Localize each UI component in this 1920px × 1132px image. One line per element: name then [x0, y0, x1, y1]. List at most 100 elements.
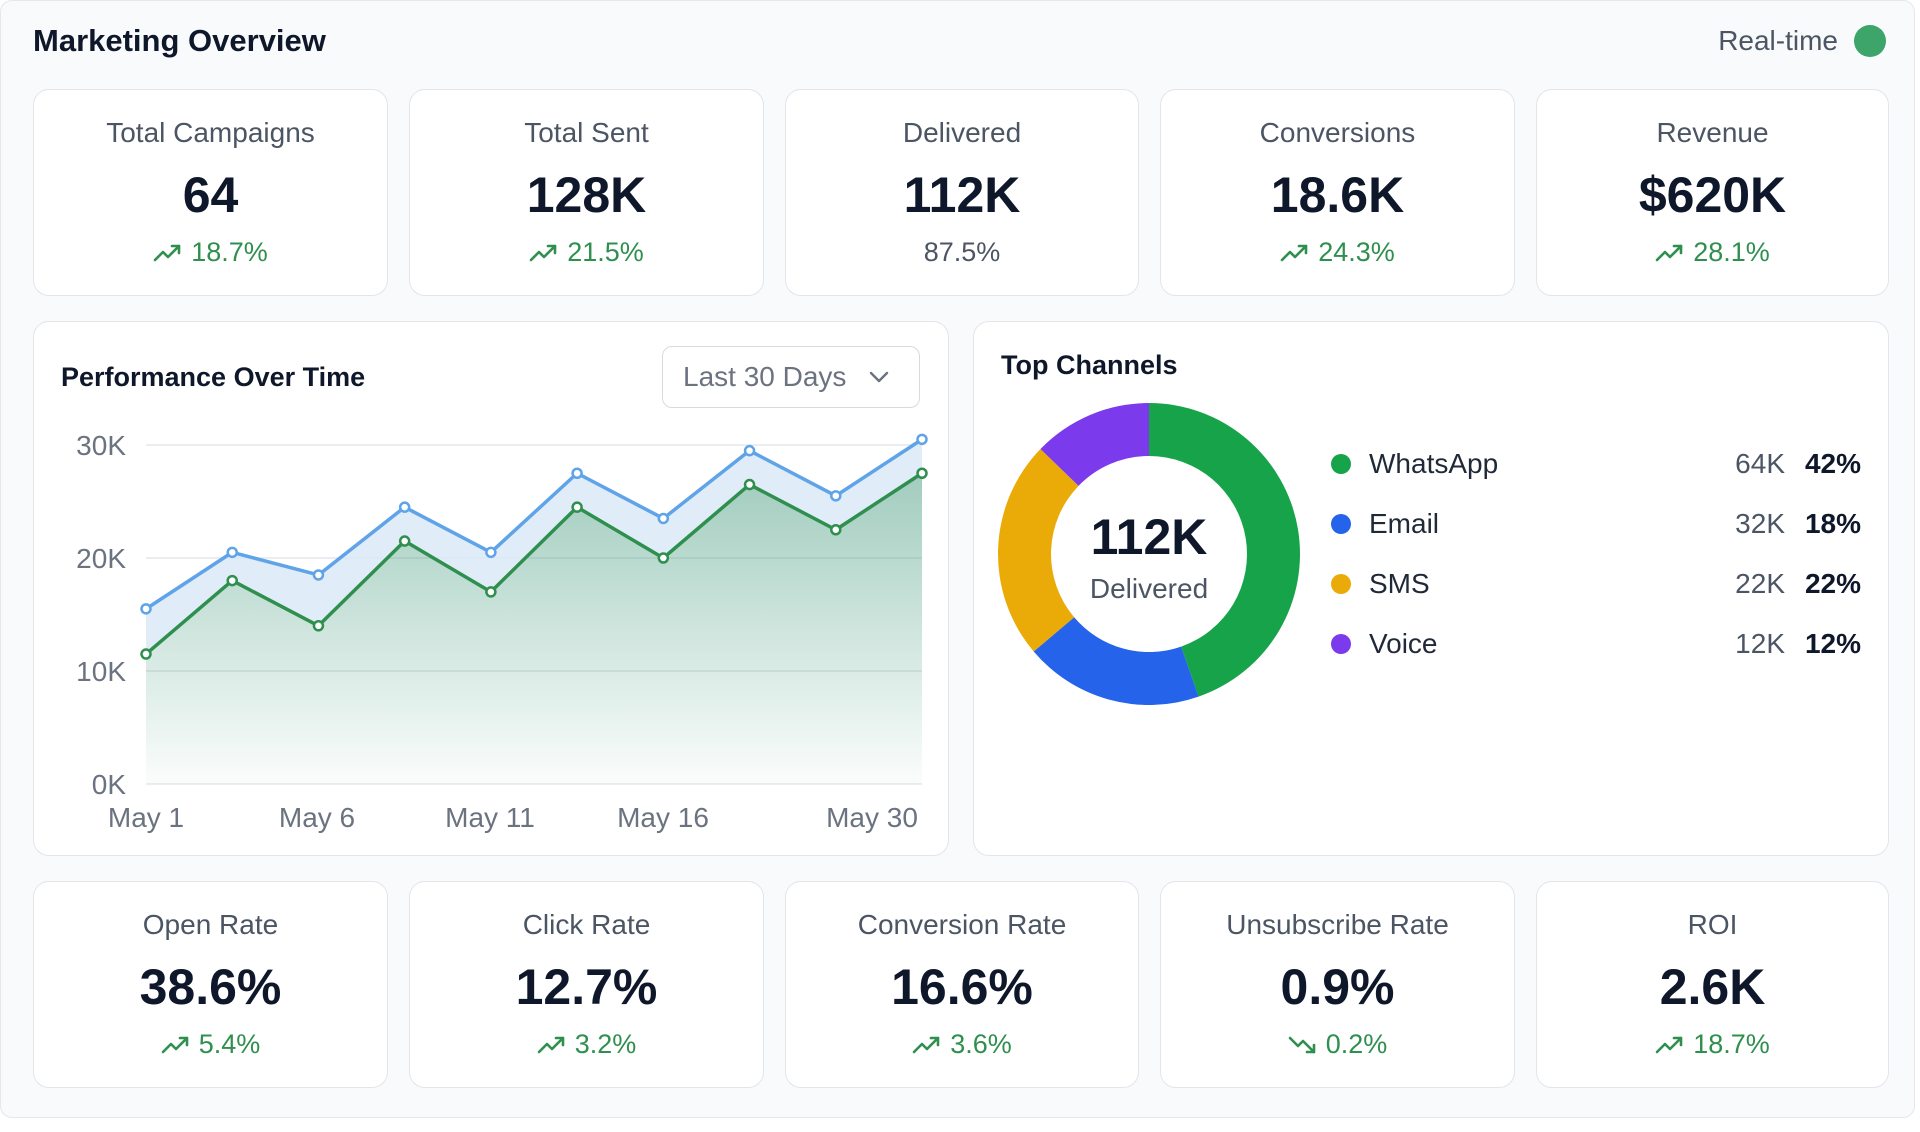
- legend-name: Voice: [1369, 628, 1438, 659]
- data-point[interactable]: [743, 478, 756, 491]
- kpi-label: Unsubscribe Rate: [1226, 909, 1449, 940]
- realtime-label: Real-time: [1718, 25, 1838, 56]
- legend-dot-icon: [1331, 454, 1351, 474]
- legend-dot-icon: [1331, 634, 1351, 654]
- kpi-delta-value: 18.7%: [1693, 1029, 1770, 1059]
- kpi-label: ROI: [1687, 909, 1738, 940]
- kpi-card-unsubscribe-rate[interactable]: Unsubscribe Rate 0.9% 0.2%: [1160, 881, 1515, 1088]
- kpi-delta: 5.4%: [34, 1029, 387, 1060]
- legend-item-sms[interactable]: SMS 22K 22%: [1331, 564, 1861, 604]
- legend-item-voice[interactable]: Voice 12K 12%: [1331, 624, 1861, 664]
- y-tick-label: 20K: [76, 543, 126, 574]
- kpi-delta-value: 24.3%: [1318, 237, 1395, 267]
- kpi-value: $620K: [1638, 167, 1787, 223]
- kpi-delta-value: 87.5%: [923, 237, 1001, 267]
- kpi-card-total-sent[interactable]: Total Sent 128K 21.5%: [409, 89, 764, 296]
- data-point[interactable]: [398, 501, 411, 513]
- kpi-delta: 0.2%: [1161, 1029, 1514, 1060]
- kpi-card-total-campaigns[interactable]: Total Campaigns 64 18.7%: [33, 89, 388, 296]
- legend-name: WhatsApp: [1369, 448, 1499, 479]
- data-point[interactable]: [485, 586, 497, 598]
- data-point[interactable]: [657, 512, 670, 525]
- kpi-delta-value: 5.4%: [198, 1029, 261, 1059]
- data-point[interactable]: [226, 574, 238, 587]
- kpi-card-revenue[interactable]: Revenue $620K 28.1%: [1536, 89, 1889, 296]
- kpi-label: Conversions: [1259, 117, 1416, 148]
- legend-item-email[interactable]: Email 32K 18%: [1331, 504, 1861, 544]
- data-point[interactable]: [571, 501, 583, 513]
- legend-dot-icon: [1331, 574, 1351, 594]
- x-tick-label: May 6: [279, 802, 355, 833]
- performance-title: Performance Over Time: [61, 362, 366, 392]
- channels-donut-chart: [998, 403, 1300, 705]
- y-tick-label: 0K: [92, 769, 127, 800]
- trend-up-icon: [161, 1036, 189, 1053]
- series-area: [146, 473, 922, 784]
- live-status-dot-icon: [1854, 25, 1886, 57]
- kpi-card-open-rate[interactable]: Open Rate 38.6% 5.4%: [33, 881, 388, 1088]
- donut-slice-email[interactable]: [1033, 617, 1199, 705]
- kpi-delta-value: 18.7%: [191, 237, 268, 267]
- kpi-value: 18.6K: [1270, 167, 1405, 223]
- kpi-delta-value: 3.6%: [950, 1029, 1012, 1059]
- kpi-value: 0.9%: [1280, 959, 1395, 1015]
- legend-count: 12K: [1735, 628, 1785, 659]
- kpi-label: Delivered: [902, 117, 1022, 148]
- data-point[interactable]: [916, 433, 928, 446]
- y-tick-label: 10K: [76, 656, 126, 687]
- kpi-card-conversion-rate[interactable]: Conversion Rate 16.6% 3.6%: [785, 881, 1139, 1088]
- trend-up-icon: [529, 244, 557, 261]
- legend-count: 64K: [1735, 448, 1785, 479]
- donut-slice-sms[interactable]: [998, 449, 1079, 652]
- kpi-delta: 3.6%: [786, 1029, 1138, 1060]
- data-point[interactable]: [226, 546, 238, 559]
- x-tick-label: May 16: [617, 802, 709, 833]
- x-tick-label: May 11: [445, 802, 535, 833]
- kpi-value: 112K: [903, 167, 1021, 223]
- legend-name: SMS: [1369, 568, 1430, 599]
- kpi-card-delivered[interactable]: Delivered 112K 87.5%: [785, 89, 1139, 296]
- data-point[interactable]: [312, 620, 325, 632]
- data-point[interactable]: [830, 524, 842, 536]
- legend-pct: 42%: [1804, 448, 1861, 479]
- trend-down-icon: [1288, 1036, 1316, 1053]
- realtime-indicator[interactable]: Real-time: [1718, 25, 1886, 57]
- kpi-delta-value: 28.1%: [1693, 237, 1770, 267]
- data-point[interactable]: [140, 648, 152, 660]
- legend-count: 22K: [1735, 568, 1785, 599]
- kpi-value: 2.6K: [1659, 959, 1766, 1015]
- donut-slice-voice[interactable]: [1040, 403, 1149, 486]
- data-point[interactable]: [830, 490, 842, 502]
- legend-item-whatsapp[interactable]: WhatsApp 64K 42%: [1331, 444, 1861, 484]
- kpi-card-conversions[interactable]: Conversions 18.6K 24.3%: [1160, 89, 1515, 296]
- donut-slice-whatsapp[interactable]: [1149, 403, 1300, 697]
- data-point[interactable]: [485, 546, 497, 559]
- data-point[interactable]: [140, 603, 152, 615]
- kpi-card-click-rate[interactable]: Click Rate 12.7% 3.2%: [409, 881, 764, 1088]
- kpi-delta: 28.1%: [1537, 237, 1888, 268]
- data-point[interactable]: [398, 535, 411, 547]
- kpi-value: 12.7%: [515, 959, 658, 1015]
- data-point[interactable]: [312, 569, 325, 581]
- legend-name: Email: [1369, 508, 1440, 539]
- y-tick-label: 30K: [76, 430, 126, 461]
- kpi-delta: 18.7%: [1537, 1029, 1888, 1060]
- series-line-1: [144, 471, 923, 656]
- date-range-selected: Last 30 Days: [683, 361, 847, 392]
- data-point[interactable]: [657, 552, 670, 564]
- data-point[interactable]: [743, 444, 756, 457]
- data-point[interactable]: [571, 467, 583, 479]
- kpi-value: 64: [182, 167, 239, 223]
- legend-pct: 18%: [1804, 508, 1861, 539]
- legend-dot-icon: [1331, 514, 1351, 534]
- kpi-label: Click Rate: [522, 909, 651, 940]
- kpi-label: Conversion Rate: [857, 909, 1067, 940]
- top-channels-title: Top Channels: [1001, 350, 1178, 380]
- kpi-delta-value: 3.2%: [574, 1029, 637, 1059]
- date-range-dropdown[interactable]: Last 30 Days: [662, 346, 920, 408]
- data-point[interactable]: [916, 467, 928, 479]
- kpi-card-roi[interactable]: ROI 2.6K 18.7%: [1536, 881, 1889, 1088]
- chevron-down-icon: [870, 371, 889, 383]
